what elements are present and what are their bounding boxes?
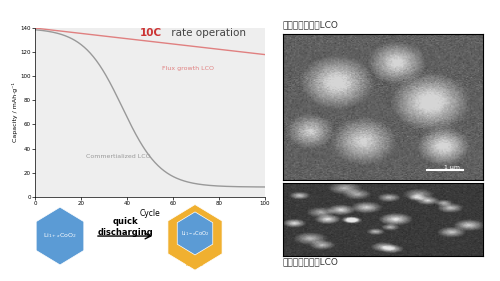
Text: discharging: discharging xyxy=(97,228,153,237)
Text: 信大クリスタルLCO: 信大クリスタルLCO xyxy=(282,257,339,266)
Text: 10C: 10C xyxy=(140,28,162,38)
Polygon shape xyxy=(177,212,213,255)
X-axis label: Cycle: Cycle xyxy=(140,209,160,218)
Polygon shape xyxy=(36,207,84,265)
Text: 1 μm: 1 μm xyxy=(444,165,460,170)
Text: Li$_{1+x}$CoO$_2$: Li$_{1+x}$CoO$_2$ xyxy=(43,232,77,241)
Text: quick: quick xyxy=(112,217,138,226)
Text: LiCoO$_2$: LiCoO$_2$ xyxy=(186,260,204,269)
Text: 市販の高出力用LCO: 市販の高出力用LCO xyxy=(282,21,339,30)
Polygon shape xyxy=(168,205,222,270)
Text: Commertialized LCO: Commertialized LCO xyxy=(86,154,150,159)
Text: Flux growth LCO: Flux growth LCO xyxy=(162,66,214,71)
Text: Li$_{1-x}$CoO$_2$: Li$_{1-x}$CoO$_2$ xyxy=(180,229,210,238)
Text: rate operation: rate operation xyxy=(168,28,246,38)
Y-axis label: Capacity / mAh·g⁻¹: Capacity / mAh·g⁻¹ xyxy=(12,82,18,142)
